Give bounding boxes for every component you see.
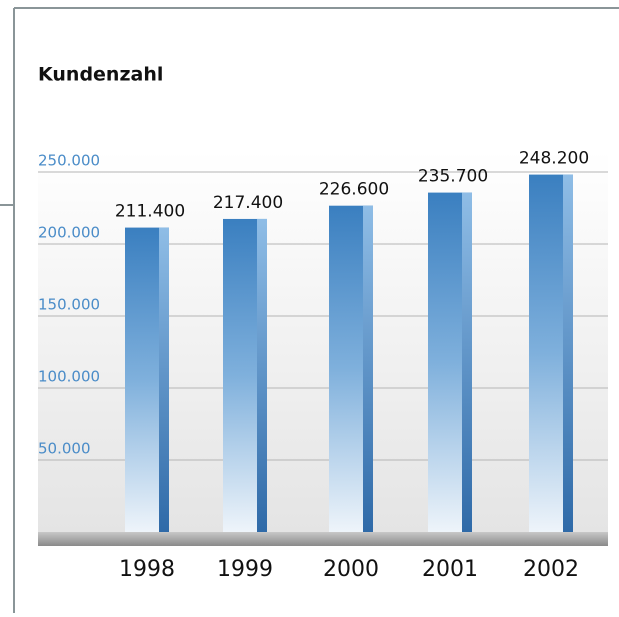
y-tick-label: 200.000 [38,224,100,242]
bar-side [257,218,267,532]
y-tick-label: 100.000 [38,368,100,386]
value-label: 211.400 [115,202,185,222]
x-tick-label: 2002 [523,557,579,582]
bar-side [462,192,472,533]
value-label: 226.600 [319,180,389,200]
bar-side [363,205,373,533]
bar-side [159,227,169,533]
x-tick-label: 2001 [422,557,478,582]
value-label: 235.700 [418,167,488,187]
value-label: 248.200 [519,149,589,169]
chart-title: Kundenzahl [38,64,163,86]
floor [38,532,608,546]
value-label: 217.400 [213,193,283,213]
y-tick-label: 50.000 [38,440,91,458]
x-tick-label: 1998 [119,557,175,582]
x-tick-label: 2000 [323,557,379,582]
x-tick-label: 1999 [217,557,273,582]
bar-side [563,174,573,533]
y-tick-label: 250.000 [38,152,100,170]
y-tick-label: 150.000 [38,296,100,314]
